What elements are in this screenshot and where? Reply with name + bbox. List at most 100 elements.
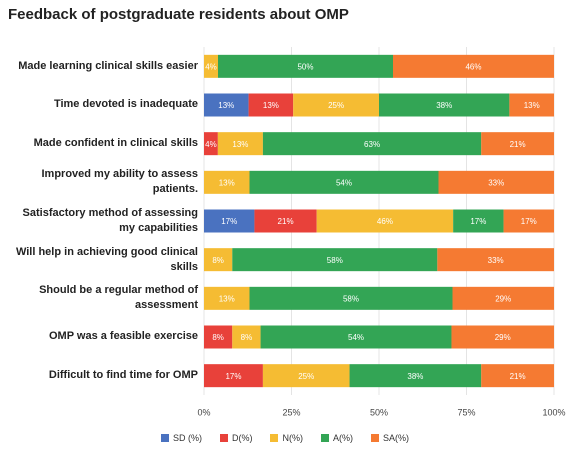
bar-segment [204, 170, 250, 194]
data-label: 13% [232, 140, 248, 149]
data-label: 54% [336, 178, 352, 187]
legend-item: SD (%) [160, 433, 202, 443]
bar-segment [393, 54, 554, 78]
bar-segment [249, 286, 453, 310]
data-label: 33% [488, 256, 504, 265]
data-label: 38% [407, 372, 423, 381]
x-tick-label: 50% [370, 407, 388, 417]
bar-segment [204, 54, 218, 78]
category-label: Will help in achieving good clinical ski… [15, 245, 198, 273]
data-label: 63% [364, 140, 380, 149]
data-label: 17% [221, 217, 237, 226]
legend-item: A(%) [320, 433, 353, 443]
legend-swatch [320, 434, 329, 442]
data-label: 58% [343, 294, 359, 303]
bar-segment [232, 248, 438, 272]
bar-segment [451, 325, 554, 349]
data-label: 4% [205, 62, 217, 71]
category-label: Made confident in clinical skills [33, 137, 198, 150]
data-label: 33% [488, 178, 504, 187]
bar-segment [204, 93, 249, 117]
bar-segment [293, 93, 379, 117]
bar-segment [316, 209, 454, 233]
bar-segment [204, 209, 255, 233]
bar-segment [452, 286, 554, 310]
legend-swatch [370, 434, 379, 442]
data-label: 13% [263, 101, 279, 110]
bar-segment [509, 93, 554, 117]
legend: SD (%) D(%) N(%) A(%) SA(%) [0, 433, 570, 443]
bar-segment [217, 132, 263, 156]
data-label: 25% [298, 372, 314, 381]
category-label: Difficult to find time for OMP [48, 369, 198, 382]
bar-segment [204, 132, 218, 156]
data-label: 29% [495, 294, 511, 303]
data-label: 4% [205, 140, 217, 149]
data-label: 21% [278, 217, 294, 226]
bar-segment [204, 325, 233, 349]
bar-segment [218, 54, 393, 78]
legend-swatch [160, 434, 169, 442]
category-label: Time devoted is inadequate [53, 98, 198, 111]
legend-swatch [270, 434, 279, 442]
data-label: 54% [348, 333, 364, 342]
data-label: 21% [510, 372, 526, 381]
data-label: 50% [297, 62, 313, 71]
bar-segment [232, 325, 261, 349]
bar-segment [481, 364, 554, 388]
bar-segment [503, 209, 554, 233]
bar-segment [254, 209, 317, 233]
category-label: Should be a regular method of assessment [39, 284, 198, 312]
legend-item: SA(%) [370, 433, 409, 443]
data-label: 46% [377, 217, 393, 226]
category-label: OMP was a feasible exercise [49, 330, 198, 343]
bar-segment [453, 209, 504, 233]
data-label: 21% [510, 140, 526, 149]
category-label: Satisfactory method of assessing my capa… [22, 206, 198, 234]
data-label: 17% [225, 372, 241, 381]
x-tick-label: 0% [197, 407, 210, 417]
data-label: 38% [436, 101, 452, 110]
category-label: Improved my ability to assess patients. [41, 168, 198, 196]
bar-segment [249, 170, 439, 194]
bar-segment [481, 132, 554, 156]
legend-label: N(%) [282, 433, 303, 443]
bar-segment [204, 286, 250, 310]
legend-item: N(%) [270, 433, 303, 443]
chart-title: Feedback of postgraduate residents about… [8, 6, 349, 23]
legend-item: D(%) [219, 433, 253, 443]
legend-swatch [219, 434, 228, 442]
bar-segment [438, 170, 554, 194]
data-label: 13% [219, 178, 235, 187]
bar-segment [437, 248, 554, 272]
x-tick-label: 100% [542, 407, 565, 417]
bar-segment [262, 132, 482, 156]
bar-segment [204, 248, 233, 272]
data-label: 25% [328, 101, 344, 110]
legend-label: SD (%) [172, 433, 202, 443]
data-label: 17% [521, 217, 537, 226]
data-label: 8% [241, 333, 253, 342]
data-label: 17% [470, 217, 486, 226]
legend-label: A(%) [332, 433, 353, 443]
data-label: 8% [212, 256, 224, 265]
bar-segment [262, 364, 350, 388]
bar-segment [248, 93, 294, 117]
data-label: 58% [327, 256, 343, 265]
category-label: Made learning clinical skills easier [18, 59, 198, 72]
legend-label: SA(%) [382, 433, 409, 443]
bar-segment [204, 364, 263, 388]
data-label: 29% [495, 333, 511, 342]
data-label: 13% [218, 101, 234, 110]
x-tick-label: 25% [282, 407, 300, 417]
data-label: 8% [212, 333, 224, 342]
data-label: 46% [465, 62, 481, 71]
data-label: 13% [219, 294, 235, 303]
data-label: 13% [524, 101, 540, 110]
bar-segment [260, 325, 452, 349]
bar-segment [349, 364, 482, 388]
legend-label: D(%) [231, 433, 253, 443]
x-tick-label: 75% [457, 407, 475, 417]
